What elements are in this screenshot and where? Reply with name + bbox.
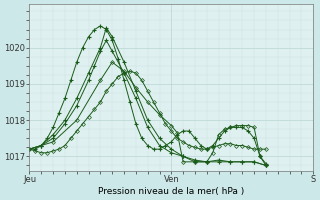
X-axis label: Pression niveau de la mer( hPa ): Pression niveau de la mer( hPa ) <box>98 187 244 196</box>
